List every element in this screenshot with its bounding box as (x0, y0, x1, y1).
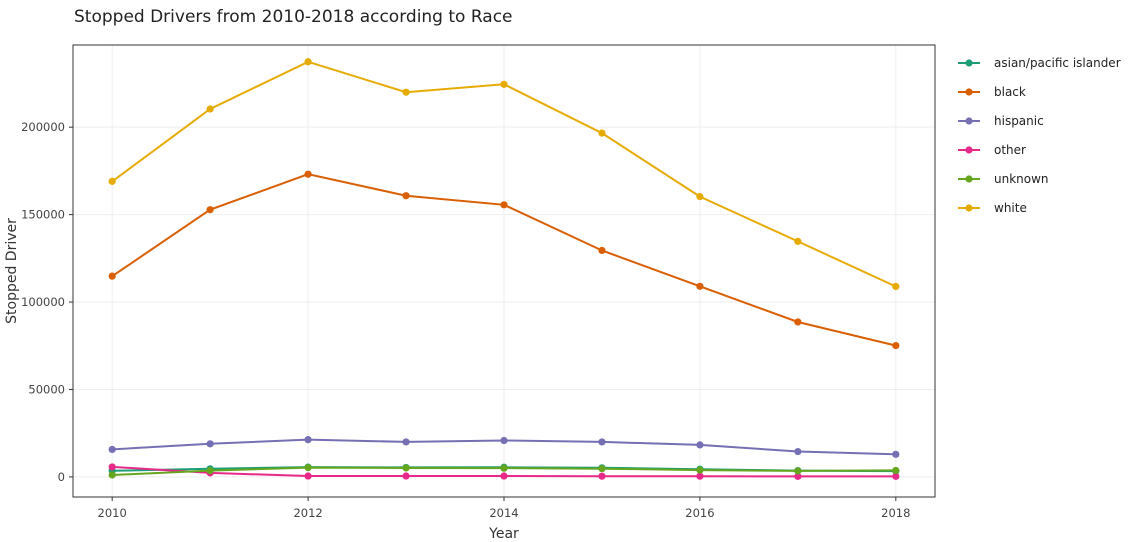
legend-item-asian-pacific-islander[interactable]: asian/pacific islander (958, 56, 1121, 70)
legend-item-hispanic[interactable]: hispanic (958, 114, 1044, 128)
data-point-unknown[interactable] (598, 465, 606, 473)
data-point-hispanic[interactable] (696, 441, 704, 449)
legend-label: unknown (994, 172, 1049, 186)
x-tick-label: 2012 (293, 506, 322, 520)
x-tick-label: 2018 (881, 506, 910, 520)
data-point-white[interactable] (794, 237, 802, 245)
legend-item-black[interactable]: black (958, 85, 1026, 99)
data-point-black[interactable] (892, 341, 900, 350)
data-point-black[interactable] (304, 170, 312, 178)
data-point-black[interactable] (206, 206, 214, 214)
data-point-other[interactable] (794, 472, 802, 480)
legend-item-other[interactable]: other (958, 143, 1026, 157)
x-tick-label: 2016 (685, 506, 714, 520)
data-point-white[interactable] (696, 192, 704, 201)
data-point-hispanic[interactable] (304, 436, 312, 444)
axes: 2010 2012 2014 2016 2018 0 50000 100000 150000 20… (21, 120, 910, 520)
data-point-unknown[interactable] (108, 471, 116, 479)
data-point-unknown[interactable] (402, 464, 410, 472)
series-unknown (108, 464, 900, 479)
grid (73, 45, 935, 497)
legend-key-point (965, 204, 973, 212)
data-point-black[interactable] (794, 318, 802, 326)
legend-key-point (965, 59, 973, 67)
data-point-other[interactable] (500, 472, 508, 480)
data-point-hispanic[interactable] (500, 436, 508, 445)
data-point-other[interactable] (304, 472, 312, 480)
legend-label: white (994, 201, 1027, 215)
series-group (108, 58, 900, 480)
y-axis-title: Stopped Driver (4, 218, 20, 324)
data-point-hispanic[interactable] (206, 440, 214, 448)
data-point-black[interactable] (108, 272, 116, 280)
legend: asian/pacific islander black hispanic other… (958, 56, 1121, 215)
legend-key-point (965, 175, 973, 183)
data-point-black[interactable] (696, 282, 704, 290)
data-point-hispanic[interactable] (402, 438, 410, 446)
data-point-other[interactable] (892, 472, 900, 480)
y-tick-label: 100000 (21, 295, 65, 309)
legend-key-point (965, 117, 973, 125)
data-point-black[interactable] (500, 201, 508, 209)
legend-key-point (965, 146, 973, 154)
data-point-hispanic[interactable] (794, 447, 802, 456)
data-point-white[interactable] (598, 129, 606, 137)
legend-label: asian/pacific islander (994, 56, 1121, 70)
data-point-unknown[interactable] (500, 464, 508, 472)
series-black (108, 170, 900, 350)
series-white (108, 58, 900, 291)
data-point-unknown[interactable] (206, 466, 214, 475)
data-point-hispanic[interactable] (892, 450, 900, 458)
data-point-white[interactable] (892, 282, 900, 291)
y-tick-label: 50000 (28, 382, 65, 396)
data-point-white[interactable] (500, 80, 508, 88)
data-point-black[interactable] (598, 246, 606, 255)
data-point-hispanic[interactable] (598, 438, 606, 446)
data-point-other[interactable] (108, 463, 116, 471)
data-point-other[interactable] (402, 472, 410, 480)
data-point-unknown[interactable] (304, 464, 312, 472)
plot-border (72, 44, 936, 498)
data-point-white[interactable] (108, 177, 116, 185)
x-tick-label: 2014 (489, 506, 518, 520)
y-tick-label: 150000 (21, 208, 65, 222)
legend-item-unknown[interactable]: unknown (958, 172, 1049, 186)
series-hispanic (108, 436, 900, 458)
data-point-unknown[interactable] (892, 466, 900, 475)
series-other (108, 463, 900, 480)
data-point-unknown[interactable] (696, 466, 704, 474)
data-point-other[interactable] (598, 472, 606, 480)
legend-item-white[interactable]: white (958, 201, 1027, 215)
data-point-black[interactable] (402, 192, 410, 200)
legend-label: hispanic (994, 114, 1044, 128)
chart-title: Stopped Drivers from 2010-2018 according… (74, 7, 513, 27)
y-tick-label: 200000 (21, 120, 65, 134)
data-point-white[interactable] (304, 58, 312, 66)
data-point-white[interactable] (206, 105, 214, 113)
data-point-unknown[interactable] (794, 467, 802, 475)
legend-label: black (994, 85, 1026, 99)
y-tick-label: 0 (58, 470, 65, 484)
data-point-other[interactable] (696, 472, 704, 480)
x-tick-label: 2010 (98, 506, 127, 520)
legend-label: other (994, 143, 1026, 157)
legend-key-point (965, 88, 973, 96)
x-axis-title: Year (488, 526, 519, 542)
data-point-white[interactable] (402, 88, 410, 96)
data-point-hispanic[interactable] (108, 445, 116, 454)
